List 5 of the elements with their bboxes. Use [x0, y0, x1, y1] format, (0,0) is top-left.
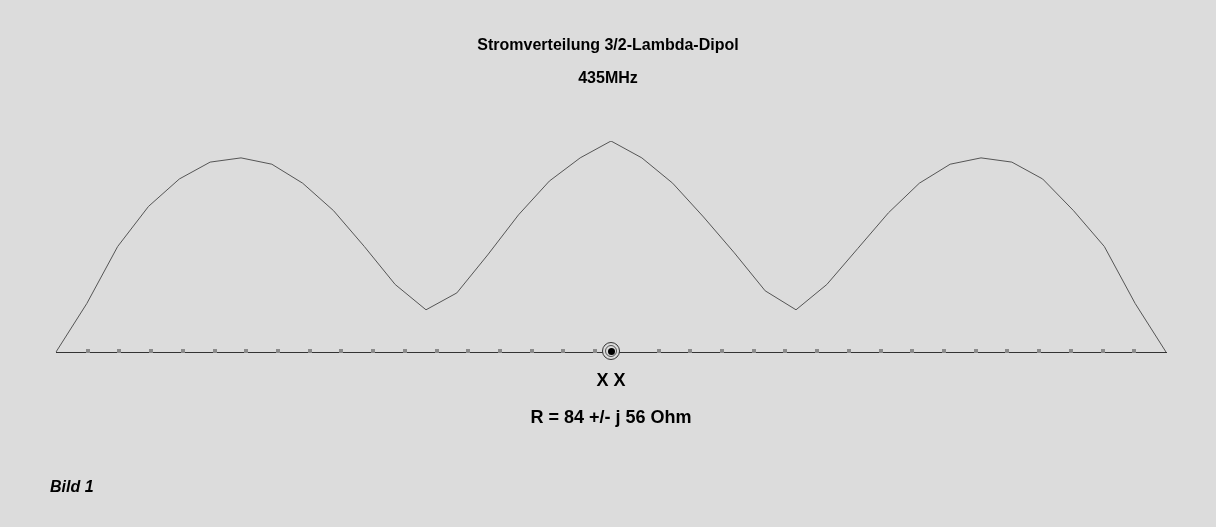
chart-title: Stromverteilung 3/2-Lambda-Dipol	[476, 36, 740, 54]
chart-subtitle: 435MHz	[577, 69, 639, 87]
text: X X	[595, 370, 627, 391]
text: Bild 1	[50, 478, 94, 496]
text: R = 84 +/- j 56 Ohm	[529, 407, 693, 428]
